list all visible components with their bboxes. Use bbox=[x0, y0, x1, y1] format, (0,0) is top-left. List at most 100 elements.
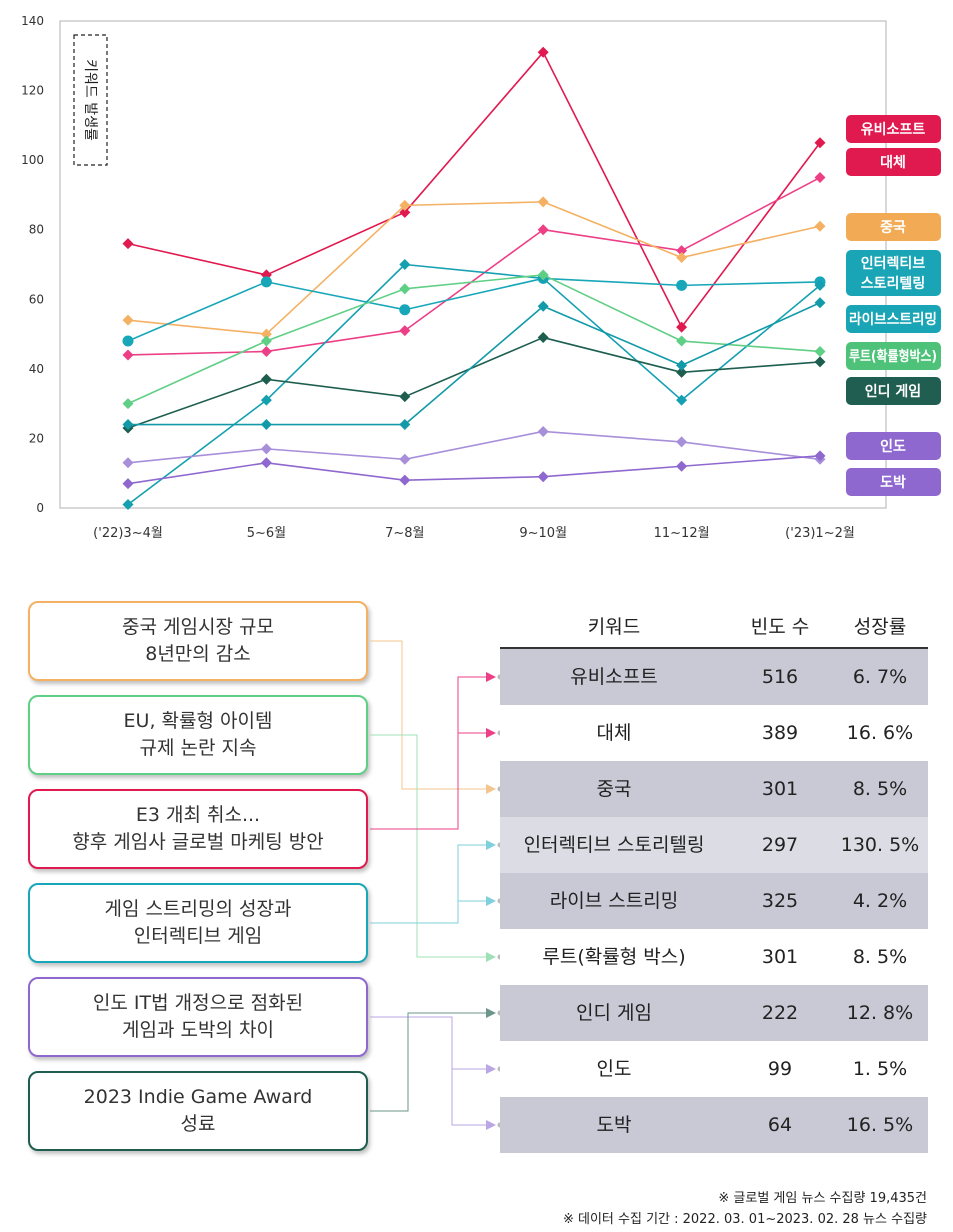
row-keyword: 라이브 스트리밍 bbox=[549, 890, 679, 912]
y-tick-label: 40 bbox=[29, 362, 44, 376]
connector-line bbox=[370, 1012, 486, 1112]
legend-swatch bbox=[846, 377, 941, 405]
legend-swatch bbox=[846, 468, 941, 496]
legend-swatch bbox=[846, 213, 941, 241]
connector-arrow-icon bbox=[486, 1064, 496, 1074]
row-growth: 12. 8% bbox=[846, 1002, 914, 1024]
legend-label: 인디 게임 bbox=[865, 383, 921, 400]
data-point bbox=[122, 314, 134, 326]
plot-area bbox=[59, 20, 887, 509]
data-point bbox=[537, 269, 549, 281]
story-title-line: 규제 논란 지속 bbox=[139, 737, 257, 759]
legend-swatch bbox=[846, 342, 941, 370]
data-point bbox=[676, 359, 688, 371]
note-total: ※ 글로벌 게임 뉴스 수집량 19,435건 bbox=[718, 1191, 927, 1206]
series-line bbox=[127, 201, 821, 335]
legend-item: 유비소프트 bbox=[846, 115, 941, 143]
legend-label: 루트(확률형박스) bbox=[849, 348, 937, 365]
connector-arrow-icon bbox=[486, 952, 496, 962]
row-growth: 16. 5% bbox=[846, 1114, 914, 1136]
data-point bbox=[122, 398, 134, 410]
legend-label: 대체 bbox=[880, 155, 906, 171]
data-point bbox=[676, 394, 688, 406]
data-point bbox=[122, 238, 134, 250]
table-row: 루트(확률형 박스) 301 8. 5% bbox=[500, 929, 928, 985]
story-title-line: EU, 확률형 아이템 bbox=[123, 710, 273, 732]
data-point bbox=[676, 460, 688, 472]
data-point bbox=[399, 391, 411, 403]
y-tick-label: 20 bbox=[29, 431, 44, 445]
table-row: 대체 389 16. 6% bbox=[500, 705, 928, 761]
news-story-box: E3 개최 취소... 향후 게임사 글로벌 마케팅 방안 bbox=[28, 789, 368, 869]
data-point bbox=[814, 450, 826, 462]
row-keyword: 인도 bbox=[596, 1058, 632, 1080]
table-row: 인터렉티브 스토리텔링 297 130. 5% bbox=[500, 817, 928, 873]
row-keyword: 인디 게임 bbox=[576, 1002, 652, 1024]
data-point bbox=[260, 419, 272, 431]
data-point bbox=[399, 206, 411, 218]
legend-item: 라이브스트리밍 bbox=[846, 305, 941, 333]
story-title-line: 게임 스트리밍의 성장과 bbox=[104, 898, 292, 920]
data-point bbox=[260, 335, 272, 347]
connector-arrow-icon bbox=[486, 896, 496, 906]
data-point bbox=[814, 345, 826, 357]
news-story-box: 중국 게임시장 규모 8년만의 감소 bbox=[28, 601, 368, 681]
header-growth: 성장률 bbox=[853, 616, 907, 638]
line-chart: 0 20 40 60 80 100 120 140 ('22)3~4월 5~6월 7~8월 9~10월… bbox=[21, 14, 941, 541]
story-title-line: E3 개최 취소... bbox=[135, 804, 261, 826]
story-title-line: 8년만의 감소 bbox=[145, 643, 251, 665]
row-keyword: 중국 bbox=[596, 778, 632, 800]
story-title-line: 중국 게임시장 규모 bbox=[122, 616, 274, 638]
row-keyword: 도박 bbox=[596, 1114, 632, 1136]
header-keyword: 키워드 bbox=[587, 616, 641, 638]
y-tick-label: 100 bbox=[21, 153, 44, 167]
table-row: 인도 99 1. 5% bbox=[500, 1041, 928, 1097]
connector-arrow-icon bbox=[486, 728, 496, 738]
connector-arrow-icon bbox=[486, 1008, 496, 1018]
row-frequency: 389 bbox=[761, 722, 799, 744]
data-point bbox=[122, 349, 134, 361]
data-point bbox=[537, 46, 549, 58]
legend-label: 라이브스트리밍 bbox=[849, 311, 937, 328]
x-tick-label: ('23)1~2월 bbox=[785, 526, 855, 541]
series-line bbox=[127, 51, 821, 328]
data-point bbox=[122, 419, 134, 431]
table-row: 인디 게임 222 12. 8% bbox=[500, 985, 928, 1041]
table-row: 라이브 스트리밍 325 4. 2% bbox=[500, 873, 928, 929]
header-divider bbox=[500, 647, 928, 649]
legend-label: 도박 bbox=[880, 474, 906, 491]
series-line bbox=[127, 336, 821, 429]
data-point bbox=[814, 297, 826, 309]
data-point bbox=[537, 300, 549, 312]
y-tick-label: 80 bbox=[29, 223, 44, 237]
header-frequency: 빈도 수 bbox=[750, 616, 810, 638]
connector-line bbox=[370, 844, 486, 924]
legend-swatch bbox=[846, 432, 941, 460]
row-growth: 1. 5% bbox=[852, 1058, 908, 1080]
story-title-line: 인터렉티브 게임 bbox=[133, 925, 263, 947]
data-point bbox=[122, 335, 134, 347]
legend-item: 중국 bbox=[846, 213, 941, 241]
row-keyword: 인터렉티브 스토리텔링 bbox=[523, 834, 705, 856]
data-point bbox=[260, 328, 272, 340]
data-point bbox=[399, 283, 411, 295]
data-point bbox=[537, 425, 549, 437]
x-tick-label: 9~10월 bbox=[519, 526, 567, 541]
connector-arrow-icon bbox=[486, 1120, 496, 1130]
data-point bbox=[814, 279, 826, 291]
connector-line bbox=[370, 1016, 486, 1126]
news-story-box: 인도 IT법 개정으로 점화된 게임과 도박의 차이 bbox=[28, 977, 368, 1057]
data-point bbox=[260, 443, 272, 455]
data-point bbox=[676, 335, 688, 347]
row-frequency: 301 bbox=[761, 778, 799, 800]
story-title-line: 성료 bbox=[180, 1113, 216, 1135]
story-title-line: 향후 게임사 글로벌 마케팅 방안 bbox=[72, 831, 324, 853]
connector-line bbox=[370, 1016, 486, 1070]
y-tick-label: 140 bbox=[21, 14, 44, 28]
y-tick-label: 60 bbox=[29, 292, 44, 306]
data-point bbox=[399, 474, 411, 486]
legend-item: 인도 bbox=[846, 432, 941, 460]
connector-line bbox=[370, 732, 486, 830]
story-title-line: 2023 Indie Game Award bbox=[83, 1086, 313, 1108]
